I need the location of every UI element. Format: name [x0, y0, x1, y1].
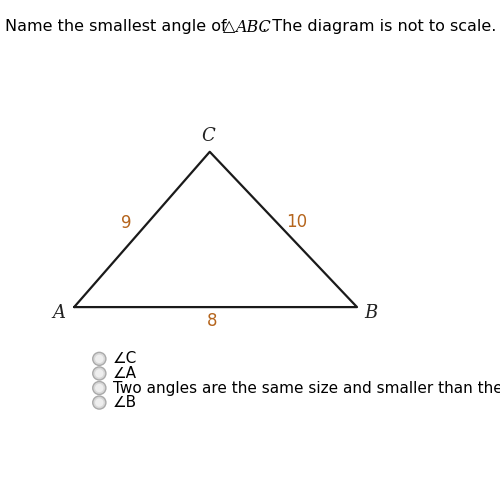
- Text: ABC: ABC: [235, 19, 271, 36]
- Text: 10: 10: [286, 213, 308, 231]
- Circle shape: [95, 384, 104, 392]
- Text: 9: 9: [121, 214, 132, 232]
- Circle shape: [92, 353, 106, 366]
- Text: △: △: [222, 19, 235, 34]
- Text: ∠B: ∠B: [113, 395, 137, 410]
- Circle shape: [95, 398, 104, 407]
- Text: ∠C: ∠C: [113, 352, 137, 367]
- Text: A: A: [52, 304, 65, 322]
- Text: Name the smallest angle of: Name the smallest angle of: [5, 19, 232, 34]
- Circle shape: [92, 396, 106, 409]
- Text: C: C: [201, 127, 214, 145]
- Circle shape: [95, 355, 104, 363]
- Text: 8: 8: [206, 312, 217, 330]
- Text: ∠A: ∠A: [113, 366, 137, 381]
- Text: B: B: [364, 304, 377, 322]
- Text: . The diagram is not to scale.: . The diagram is not to scale.: [262, 19, 496, 34]
- Circle shape: [92, 381, 106, 394]
- Circle shape: [92, 367, 106, 380]
- Circle shape: [95, 369, 104, 377]
- Text: Two angles are the same size and smaller than the third: Two angles are the same size and smaller…: [113, 380, 500, 395]
